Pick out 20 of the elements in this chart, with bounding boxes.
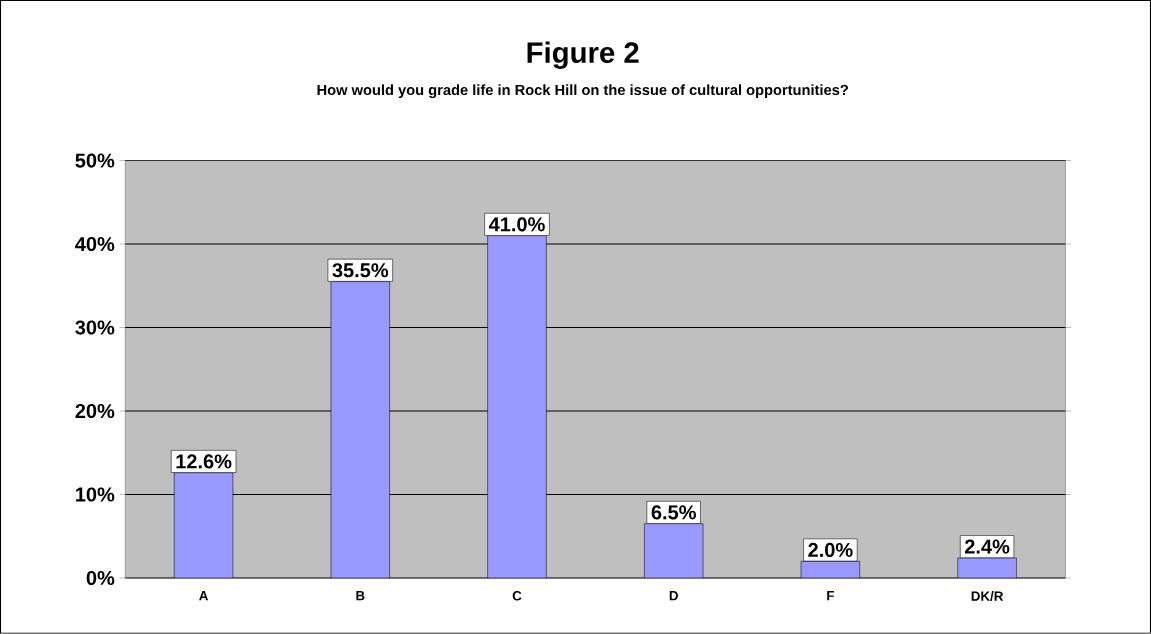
data-label: 12.6% — [176, 454, 232, 469]
data-label: 6.5% — [651, 505, 696, 520]
x-tick-label: A — [199, 591, 209, 601]
y-tick-label: 0% — [86, 570, 115, 586]
x-tick-label: F — [827, 591, 834, 601]
y-tick-label: 40% — [75, 237, 115, 252]
x-tick-label: C — [512, 591, 522, 601]
data-label: 2.4% — [964, 539, 1010, 554]
y-tick-label: 50% — [75, 153, 115, 168]
x-tick-label: D — [669, 591, 678, 601]
data-label: 41.0% — [488, 217, 545, 232]
y-tick-label: 30% — [75, 320, 115, 335]
data-label: 2.0% — [808, 542, 853, 558]
y-tick-label: 20% — [75, 403, 115, 419]
y-tick-label: 10% — [76, 487, 115, 502]
x-tick-label: DK/R — [971, 591, 1004, 602]
chart-subtitle: How would you grade life in Rock Hill on the issue of cultural opportunities? — [317, 84, 848, 99]
data-label: 35.5% — [332, 263, 389, 278]
x-tick-label: B — [356, 591, 365, 601]
chart-title: Figure 2 — [527, 41, 639, 69]
